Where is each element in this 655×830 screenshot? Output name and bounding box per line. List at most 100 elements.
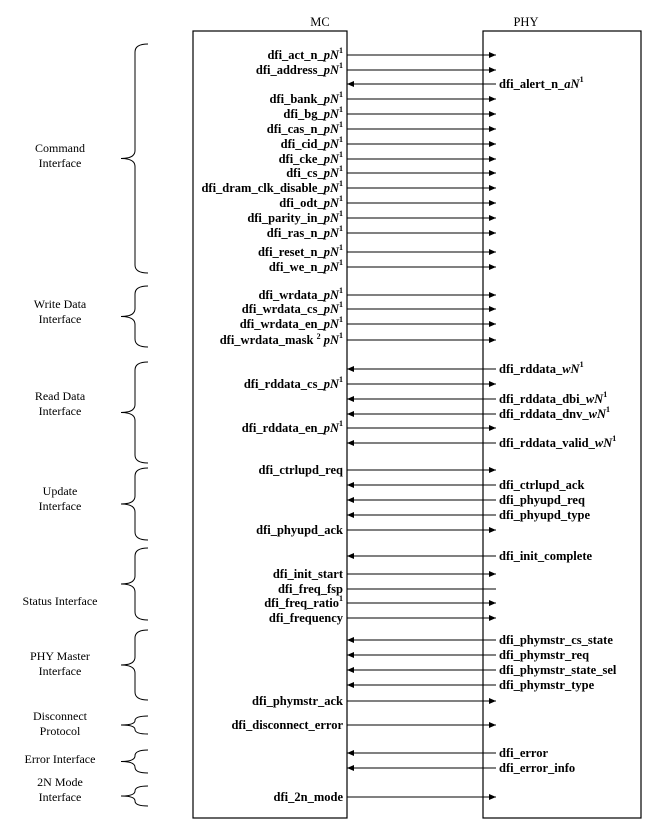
arrowhead-right: [489, 337, 496, 343]
signal-dfi-disconnect-error: dfi_disconnect_error: [231, 718, 496, 732]
arrowhead-left: [347, 411, 354, 417]
group-label: Update Interface: [39, 484, 82, 513]
signal-footnote: 1: [580, 75, 584, 84]
interface-groups: Command Interface Write Data Interface Read …: [23, 43, 149, 807]
signal-dfi-error: dfi_error: [347, 746, 549, 760]
mc-header: MC: [310, 15, 329, 29]
arrowhead-right: [489, 467, 496, 473]
signal-dfi-ras-n-: dfi_ras_n_pN1: [267, 224, 496, 240]
signal-label: dfi_phymstr_state_sel: [499, 663, 617, 677]
signal-label: dfi_address_pN1: [256, 61, 343, 77]
signal-footnote: 1: [339, 243, 343, 252]
signal-name: dfi_rddata_dbi_: [499, 392, 587, 406]
signal-footnote-2: 2: [317, 332, 321, 341]
group-label-line: Interface: [39, 404, 82, 418]
signal-dfi-frequency: dfi_frequency: [269, 611, 496, 625]
arrowhead-left: [347, 682, 354, 688]
signal-name: dfi_cid_: [281, 137, 325, 151]
signal-dfi-init-start: dfi_init_start: [273, 567, 496, 581]
group-update: Update Interface: [39, 467, 149, 541]
brace-icon: [120, 467, 149, 541]
signal-label: dfi_wrdata_en_pN1: [240, 315, 343, 331]
arrowhead-right: [489, 571, 496, 577]
arrowhead-right: [489, 527, 496, 533]
signal-label: dfi_alert_n_aN1: [499, 75, 584, 91]
signal-suffix: pN: [323, 226, 340, 240]
signal-suffix: pN: [323, 421, 340, 435]
arrowhead-right: [489, 96, 496, 102]
signal-dfi-error-info: dfi_error_info: [347, 761, 575, 775]
brace-icon: [120, 629, 149, 701]
mc-block: [192, 30, 348, 819]
signal-label: dfi_frequency: [269, 611, 344, 625]
signal-name: dfi_ctrlupd_req: [259, 463, 344, 477]
signal-label: dfi_bg_pN1: [283, 105, 343, 121]
signal-label: dfi_2n_mode: [274, 790, 344, 804]
signal-footnote: 1: [339, 164, 343, 173]
signal-suffix: pN: [323, 107, 340, 121]
group-status: Status Interface: [23, 547, 149, 621]
arrowhead-right: [489, 170, 496, 176]
signal-suffix: pN: [323, 152, 340, 166]
signal-label: dfi_ctrlupd_req: [259, 463, 344, 477]
signal-name: dfi_frequency: [269, 611, 344, 625]
arrowhead-right: [489, 600, 496, 606]
group-label: Write Data Interface: [34, 297, 87, 326]
group-label: Read Data Interface: [35, 389, 86, 418]
signal-dfi-phymstr-type: dfi_phymstr_type: [347, 678, 595, 692]
arrowhead-left: [347, 396, 354, 402]
signal-name: dfi_rddata_: [499, 362, 563, 376]
arrowhead-right: [489, 230, 496, 236]
group-label-line: Read Data: [35, 389, 86, 403]
group-2n-mode: 2N Mode Interface: [37, 775, 149, 807]
signal-name: dfi_phymstr_cs_state: [499, 633, 613, 647]
signal-name: dfi_phyupd_type: [499, 508, 590, 522]
brace-icon: [120, 749, 149, 774]
signal-name: dfi_rddata_cs_: [244, 377, 325, 391]
signal-dfi-act-n-: dfi_act_n_pN1: [267, 46, 496, 62]
signal-label: dfi_init_start: [273, 567, 344, 581]
arrowhead-left: [347, 765, 354, 771]
signal-name: dfi_phymstr_req: [499, 648, 589, 662]
signal-name: dfi_freq_fsp: [278, 582, 343, 596]
phy-block: [482, 30, 642, 819]
signal-dfi-cke-: dfi_cke_pN1: [279, 150, 496, 166]
group-read-data: Read Data Interface: [35, 361, 149, 464]
signal-name: dfi_odt_: [279, 196, 324, 210]
signal-label: dfi_cke_pN1: [279, 150, 343, 166]
signal-label: dfi_reset_n_pN1: [258, 243, 343, 259]
signal-footnote: 1: [339, 61, 343, 70]
signal-name: dfi_2n_mode: [274, 790, 344, 804]
signal-label: dfi_rddata_dbi_wN1: [499, 390, 607, 406]
signal-name: dfi_ras_n_: [267, 226, 325, 240]
signal-dfi-phymstr-req: dfi_phymstr_req: [347, 648, 589, 662]
brace-icon: [120, 547, 149, 621]
signal-label: dfi_cid_pN1: [281, 135, 343, 151]
signal-name: dfi_rddata_dnv_: [499, 407, 589, 421]
signal-label: dfi_disconnect_error: [231, 718, 343, 732]
signal-label: dfi_rddata_valid_wN1: [499, 434, 616, 450]
signal-dfi-odt-: dfi_odt_pN1: [279, 194, 496, 210]
signal-dfi-freq-ratio: dfi_freq_ratio1: [264, 594, 496, 610]
signal-dfi-phymstr-cs-state: dfi_phymstr_cs_state: [347, 633, 613, 647]
signal-name: dfi_alert_n_: [499, 77, 565, 91]
signal-dfi-bank-: dfi_bank_pN1: [270, 90, 496, 106]
signal-label: dfi_dram_clk_disable_pN1: [201, 179, 343, 195]
signal-suffix: wN: [562, 362, 580, 376]
signal-dfi-bg-: dfi_bg_pN1: [283, 105, 496, 121]
signal-footnote: 1: [339, 209, 343, 218]
signal-suffix: pN: [323, 137, 340, 151]
signal-dfi-freq-fsp: dfi_freq_fsp: [278, 582, 496, 596]
arrowhead-right: [489, 794, 496, 800]
group-label: Command Interface: [35, 141, 85, 170]
group-label-line: Update: [43, 484, 78, 498]
group-label-line: Disconnect: [33, 709, 88, 723]
signal-label: dfi_odt_pN1: [279, 194, 343, 210]
signal-footnote: 1: [612, 434, 616, 443]
signal-footnote: 1: [339, 300, 343, 309]
arrowhead-right: [489, 292, 496, 298]
signal-name: dfi_bg_: [283, 107, 324, 121]
signal-name: dfi_cas_n_: [267, 122, 325, 136]
group-label-line: Interface: [39, 156, 82, 170]
signal-footnote: 1: [339, 105, 343, 114]
